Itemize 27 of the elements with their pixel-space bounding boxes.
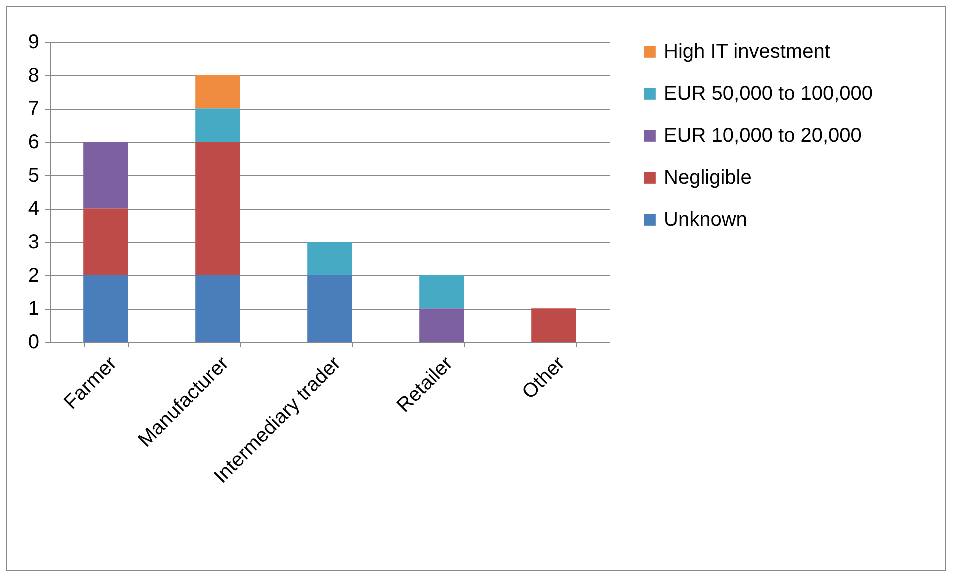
bar [196,108,240,142]
bar [532,308,576,342]
bar [308,242,352,276]
y-tick-label: 1 [28,298,40,320]
legend-label: Negligible [664,167,752,189]
legend-label: Unknown [664,209,748,231]
bar [308,275,352,342]
y-tick-label: 0 [28,332,40,354]
legend-label: EUR 50,000 to 100,000 [664,83,874,105]
y-tick-label: 4 [28,198,40,220]
bar [196,142,240,276]
bar [84,275,128,342]
bar [196,275,240,342]
y-tick-label: 9 [28,32,40,54]
bar [420,275,464,309]
bar [84,208,128,276]
y-tick-label: 2 [28,264,40,287]
y-tick-label: 3 [28,232,40,254]
bar [84,142,128,209]
bar [196,75,240,109]
y-tick-label: 8 [28,64,40,87]
y-tick-label: 7 [28,98,40,120]
legend-label: High IT investment [664,41,831,63]
y-tick-label: 6 [28,132,40,154]
legend-label: EUR 10,000 to 20,000 [664,125,862,147]
bar [420,308,464,342]
y-tick-label: 5 [28,164,40,187]
